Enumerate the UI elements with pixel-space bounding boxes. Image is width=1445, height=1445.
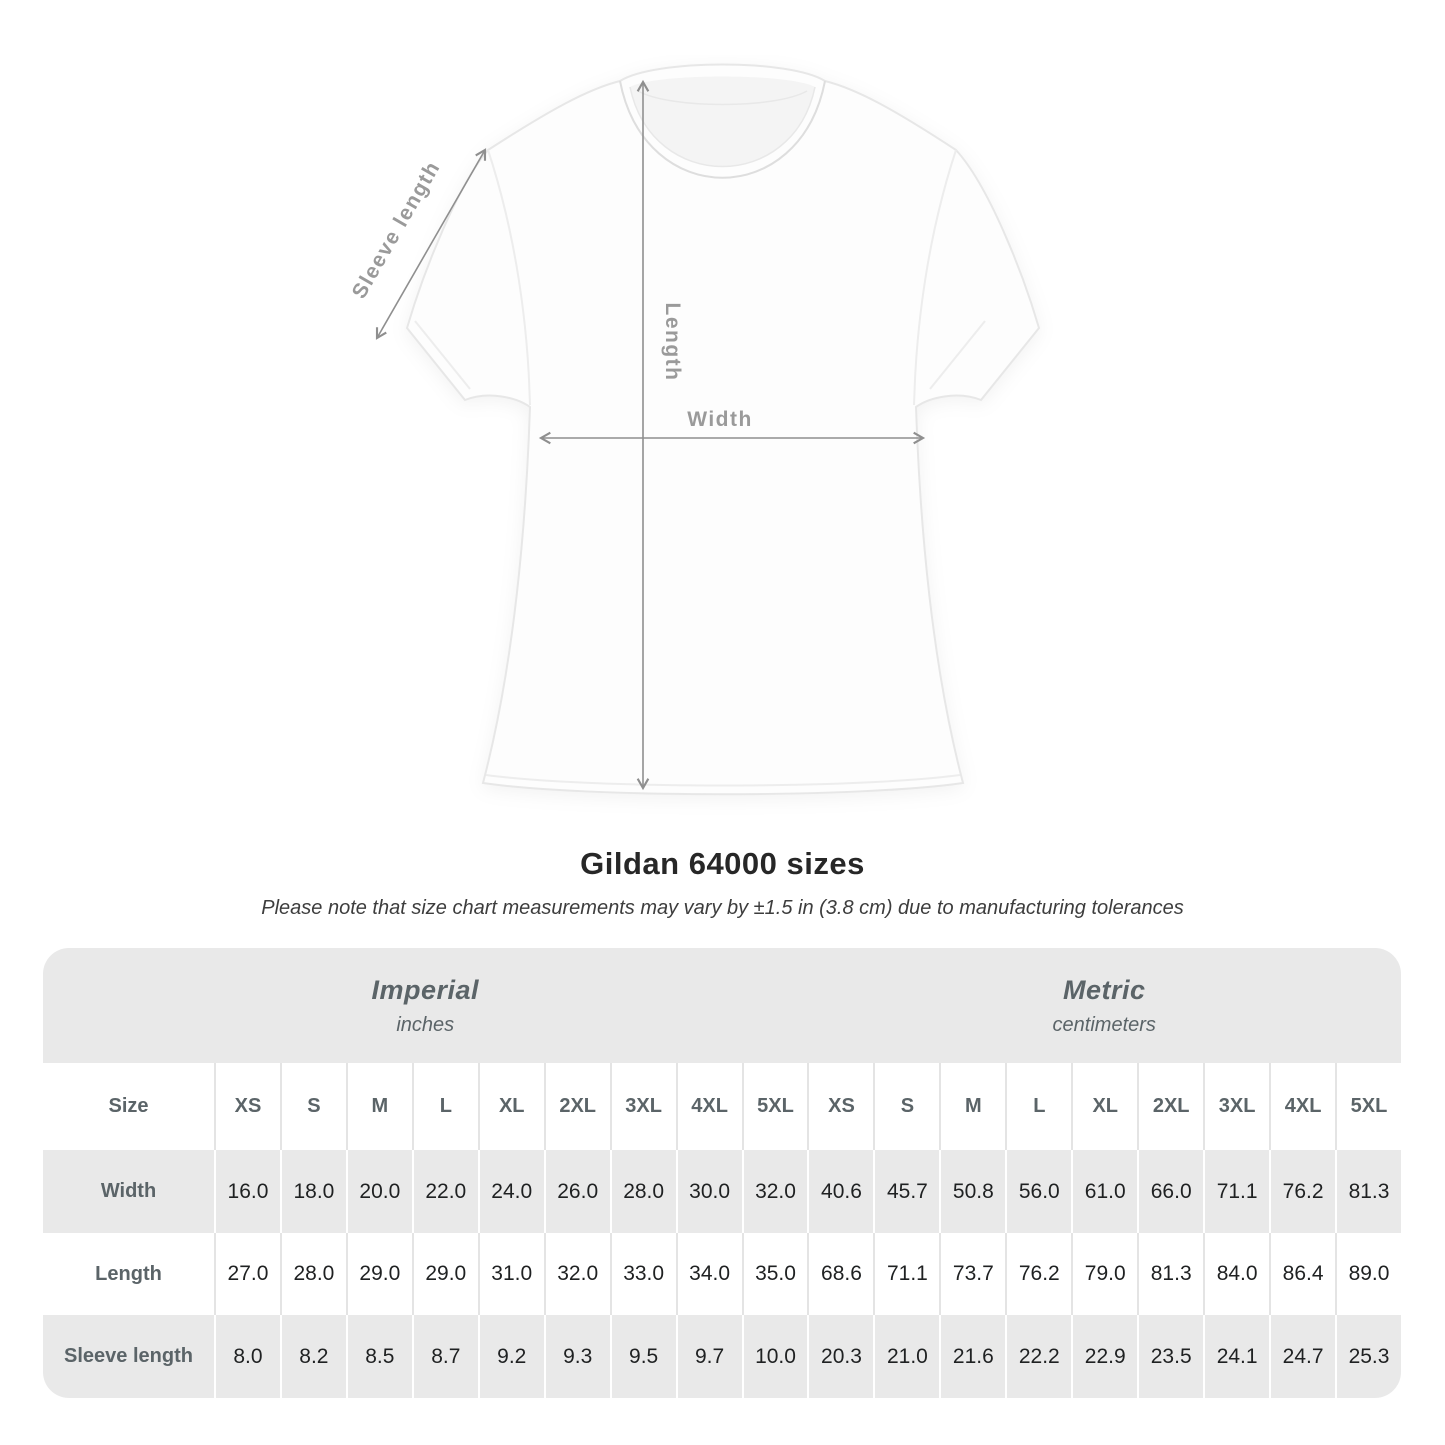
metric-section-header: Metric centimeters bbox=[807, 948, 1401, 1063]
measurement-value-cell: 79.0 bbox=[1071, 1233, 1138, 1315]
measurement-value-cell: 29.0 bbox=[345, 1233, 412, 1315]
measurement-value-cell: 68.6 bbox=[807, 1233, 874, 1315]
measurement-value-cell: 32.0 bbox=[741, 1150, 808, 1233]
measurement-value-cell: 73.7 bbox=[939, 1233, 1006, 1315]
measurement-value-cell: 9.5 bbox=[609, 1315, 676, 1398]
measurement-value-cell: 22.0 bbox=[411, 1150, 478, 1233]
measurement-value-cell: 76.2 bbox=[1005, 1233, 1072, 1315]
size-column-header: 5XL bbox=[1335, 1063, 1401, 1150]
size-column-header: M bbox=[939, 1063, 1006, 1150]
measurement-value-cell: 24.1 bbox=[1203, 1315, 1270, 1398]
measurement-value-cell: 61.0 bbox=[1071, 1150, 1138, 1233]
size-table: Imperial inches Metric centimeters Size X… bbox=[43, 948, 1401, 1398]
measurement-value-cell: 81.3 bbox=[1335, 1150, 1401, 1233]
measurement-value-cell: 31.0 bbox=[477, 1233, 544, 1315]
measurement-value-cell: 8.0 bbox=[214, 1315, 280, 1398]
metric-section-unit: centimeters bbox=[1052, 1013, 1156, 1036]
measurement-value-cell: 35.0 bbox=[741, 1233, 808, 1315]
measurement-value-cell: 25.3 bbox=[1335, 1315, 1401, 1398]
measurement-value-cell: 29.0 bbox=[411, 1233, 478, 1315]
size-table-grid: Imperial inches Metric centimeters Size X… bbox=[43, 948, 1401, 1398]
measurement-value-cell: 76.2 bbox=[1269, 1150, 1336, 1233]
imperial-section-header: Imperial inches bbox=[43, 948, 808, 1063]
measurement-value-cell: 30.0 bbox=[675, 1150, 742, 1233]
measurement-value-cell: 89.0 bbox=[1335, 1233, 1401, 1315]
measurement-value-cell: 28.0 bbox=[279, 1233, 346, 1315]
measurement-value-cell: 86.4 bbox=[1269, 1233, 1336, 1315]
size-column-header: S bbox=[279, 1063, 346, 1150]
measurement-value-cell: 9.2 bbox=[477, 1315, 544, 1398]
measurement-value-cell: 22.9 bbox=[1071, 1315, 1138, 1398]
size-column-header: L bbox=[1005, 1063, 1072, 1150]
measurement-value-cell: 34.0 bbox=[675, 1233, 742, 1315]
measurement-value-cell: 9.7 bbox=[675, 1315, 742, 1398]
measurement-value-cell: 40.6 bbox=[807, 1150, 874, 1233]
tolerance-note: Please note that size chart measurements… bbox=[261, 897, 1184, 919]
measurement-row-label: Width bbox=[43, 1150, 214, 1233]
measurement-value-cell: 71.1 bbox=[1203, 1150, 1270, 1233]
measurement-value-cell: 23.5 bbox=[1137, 1315, 1204, 1398]
size-column-header: 4XL bbox=[1269, 1063, 1336, 1150]
size-column-header: 2XL bbox=[1137, 1063, 1204, 1150]
size-column-header: XL bbox=[477, 1063, 544, 1150]
measurement-value-cell: 20.0 bbox=[345, 1150, 412, 1233]
page-title: Gildan 64000 sizes bbox=[580, 846, 865, 881]
measurement-row-label: Sleeve length bbox=[43, 1315, 214, 1398]
measurement-value-cell: 8.5 bbox=[345, 1315, 412, 1398]
measurement-row-label: Length bbox=[43, 1233, 214, 1315]
sleeve-length-arrow bbox=[375, 148, 487, 340]
measurement-value-cell: 22.2 bbox=[1005, 1315, 1072, 1398]
imperial-section-unit: inches bbox=[396, 1013, 455, 1036]
size-column-header: S bbox=[873, 1063, 940, 1150]
measurement-value-cell: 20.3 bbox=[807, 1315, 874, 1398]
measurement-value-cell: 33.0 bbox=[609, 1233, 676, 1315]
size-column-header: XS bbox=[807, 1063, 874, 1150]
size-column-header: L bbox=[411, 1063, 478, 1150]
measurement-value-cell: 8.2 bbox=[279, 1315, 346, 1398]
measurement-value-cell: 28.0 bbox=[609, 1150, 676, 1233]
measurement-value-cell: 84.0 bbox=[1203, 1233, 1270, 1315]
measurement-value-cell: 8.7 bbox=[411, 1315, 478, 1398]
measurement-value-cell: 45.7 bbox=[873, 1150, 940, 1233]
measurement-value-cell: 24.7 bbox=[1269, 1315, 1336, 1398]
size-column-header: 4XL bbox=[675, 1063, 742, 1150]
measurement-value-cell: 50.8 bbox=[939, 1150, 1006, 1233]
tshirt-measurement-diagram: Sleeve length Length Width bbox=[320, 55, 1080, 845]
measurement-value-cell: 10.0 bbox=[741, 1315, 808, 1398]
measurement-value-cell: 81.3 bbox=[1137, 1233, 1204, 1315]
tshirt-graphic bbox=[405, 63, 1041, 796]
size-column-header: 5XL bbox=[741, 1063, 808, 1150]
size-column-header: XL bbox=[1071, 1063, 1138, 1150]
size-corner-label: Size bbox=[43, 1063, 214, 1150]
measurement-value-cell: 24.0 bbox=[477, 1150, 544, 1233]
measurement-value-cell: 26.0 bbox=[543, 1150, 610, 1233]
collar-opening bbox=[630, 76, 815, 167]
size-column-header: 2XL bbox=[543, 1063, 610, 1150]
width-diagram-label: Width bbox=[687, 408, 753, 431]
size-column-header: 3XL bbox=[609, 1063, 676, 1150]
measurement-value-cell: 18.0 bbox=[279, 1150, 346, 1233]
imperial-section-title: Imperial bbox=[371, 974, 480, 1005]
measurement-value-cell: 21.6 bbox=[939, 1315, 1006, 1398]
size-column-header: XS bbox=[214, 1063, 280, 1150]
tshirt-diagram-svg: Sleeve length Length Width bbox=[348, 63, 1041, 796]
measurement-value-cell: 21.0 bbox=[873, 1315, 940, 1398]
measurement-value-cell: 56.0 bbox=[1005, 1150, 1072, 1233]
measurement-value-cell: 66.0 bbox=[1137, 1150, 1204, 1233]
measurement-value-cell: 71.1 bbox=[873, 1233, 940, 1315]
metric-section-title: Metric bbox=[1062, 974, 1146, 1005]
size-column-header: M bbox=[345, 1063, 412, 1150]
measurement-value-cell: 32.0 bbox=[543, 1233, 610, 1315]
length-diagram-label: Length bbox=[661, 303, 684, 382]
measurement-value-cell: 27.0 bbox=[214, 1233, 280, 1315]
measurement-value-cell: 16.0 bbox=[214, 1150, 280, 1233]
measurement-value-cell: 9.3 bbox=[543, 1315, 610, 1398]
size-column-header: 3XL bbox=[1203, 1063, 1270, 1150]
